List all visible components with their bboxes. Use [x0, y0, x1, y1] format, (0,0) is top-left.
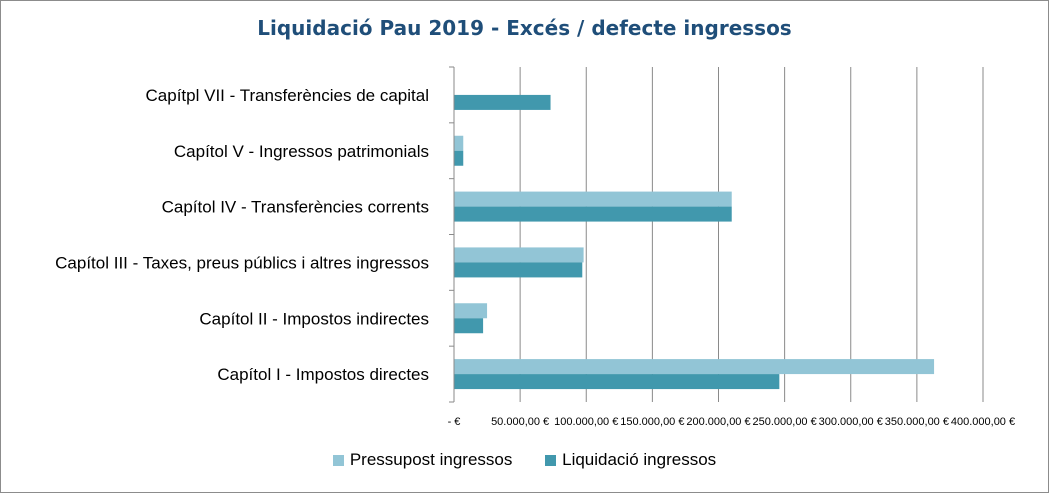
bar-chart: Capítol I - Impostos directes Capítol II …: [55, 66, 1016, 428]
bar-liquidacio-2: [454, 262, 583, 278]
bar-pressupost-3: [454, 191, 732, 207]
legend-item-pressupost: Pressupost ingressos: [332, 450, 513, 470]
bar-liquidacio-4: [454, 150, 464, 166]
legend-swatch-pressupost: [332, 454, 344, 466]
bar-pressupost-1: [454, 303, 488, 319]
x-tick-label-5: 250.000,00 €: [753, 416, 817, 428]
chart-title: Liquidació Pau 2019 - Excés / defecte in…: [257, 16, 792, 40]
category-label-1: Capítol II - Impostos indirectes: [199, 309, 429, 328]
legend-label-pressupost: Pressupost ingressos: [349, 450, 513, 469]
category-label-3: Capítol IV - Transferències corrents: [162, 198, 429, 217]
legend-label-liquidacio: Liquidació ingressos: [562, 450, 717, 469]
category-label-4: Capítol V - Ingressos patrimonials: [174, 142, 429, 161]
category-label-2: Capítol III - Taxes, preus públics i alt…: [55, 253, 429, 272]
legend-swatch-liquidacio: [545, 454, 557, 466]
x-tick-label-3: 150.000,00 €: [620, 416, 684, 428]
bar-pressupost-2: [454, 247, 584, 263]
category-labels: Capítol I - Impostos directes Capítol II …: [55, 86, 429, 384]
legend: Pressupost ingressos Liquidació ingresso…: [0, 450, 1049, 471]
bar-liquidacio-0: [454, 374, 780, 390]
x-tick-label-4: 200.000,00 €: [686, 416, 750, 428]
gridlines: [453, 67, 984, 402]
legend-item-liquidacio: Liquidació ingressos: [545, 450, 716, 470]
x-tick-label-7: 350.000,00 €: [885, 416, 949, 428]
bar-pressupost-4: [454, 135, 464, 151]
axes: [449, 66, 455, 403]
bar-pressupost-0: [454, 359, 935, 375]
x-tick-label-1: 50.000,00 €: [491, 416, 549, 428]
bar-liquidacio-5: [454, 94, 551, 110]
bar-liquidacio-3: [454, 206, 732, 222]
category-label-0: Capítol I - Impostos directes: [217, 365, 429, 384]
x-tick-label-0: - €: [448, 416, 461, 428]
bars: [454, 94, 935, 390]
x-tick-label-6: 300.000,00 €: [819, 416, 883, 428]
x-tick-label-8: 400.000,00 €: [951, 416, 1015, 428]
bar-liquidacio-1: [454, 318, 484, 334]
tick-labels: - € 50.000,00 € 100.000,00 €150.000,00 €20…: [448, 416, 1016, 428]
category-label-5: Capítpl VII - Transferències de capital: [146, 86, 429, 105]
x-tick-label-2: 100.000,00 €: [554, 416, 618, 428]
